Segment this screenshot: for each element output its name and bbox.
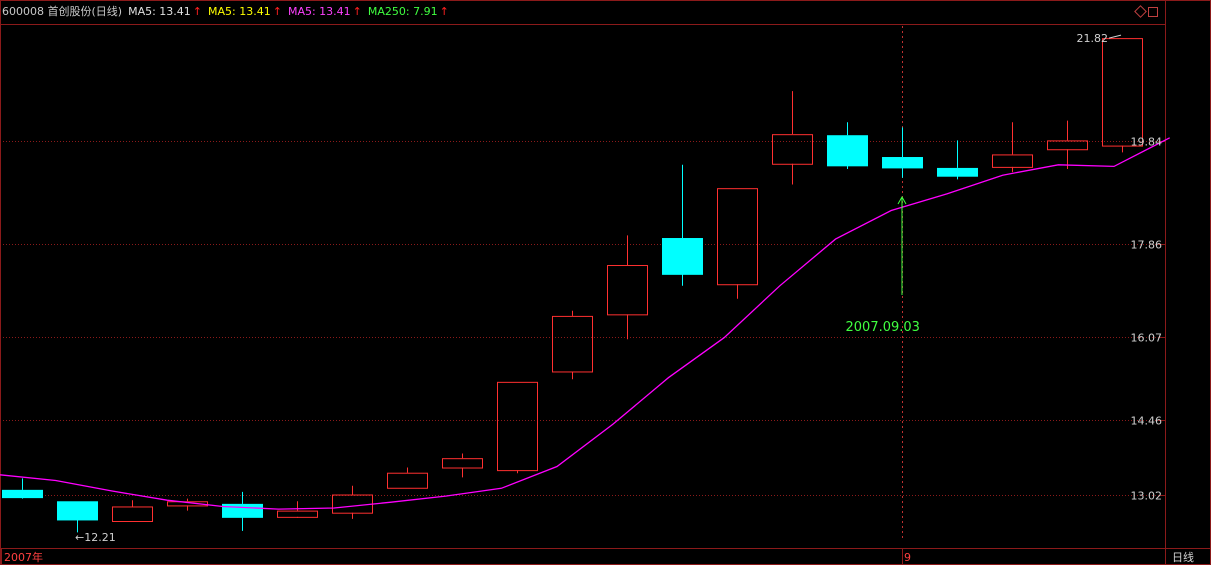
legend-ma2: MA5: 13.41: [208, 5, 271, 18]
candle-body: [772, 134, 813, 165]
max-pointer: [1108, 34, 1122, 39]
candle-body: [552, 315, 593, 373]
candle: [772, 91, 813, 185]
candle: [607, 235, 648, 340]
candle: [937, 140, 978, 180]
y-tick-label: 13.02: [1131, 490, 1163, 503]
candle-body: [1102, 38, 1143, 147]
candle: [442, 453, 483, 478]
arrow-up-icon: ↑: [192, 5, 203, 18]
candle: [1102, 38, 1143, 153]
candle-body: [662, 238, 703, 275]
candle: [2, 478, 43, 499]
ma5-line: [0, 137, 1170, 510]
candle-body: [112, 506, 153, 523]
candle: [57, 501, 98, 533]
candle-body: [1047, 140, 1088, 151]
date-label: 2007.09.03: [846, 320, 920, 335]
arrow-up-icon: ↑: [439, 5, 449, 18]
candle: [387, 467, 428, 489]
min-price-label: ←12.21: [75, 531, 116, 544]
candle: [222, 491, 263, 531]
legend-ma1: MA5: 13.41: [128, 5, 191, 18]
candle: [332, 485, 373, 519]
candle-body: [992, 154, 1033, 168]
restore-window-icon[interactable]: [1148, 7, 1158, 17]
candle-body: [387, 472, 428, 489]
candle-body: [2, 489, 43, 499]
period-label: 日线: [1172, 550, 1194, 564]
legend-ma4: MA250: 7.91: [367, 5, 438, 18]
candle-body: [827, 135, 868, 167]
max-price-label: 21.82: [1077, 32, 1109, 45]
candle: [112, 500, 153, 523]
candle-body: [882, 157, 923, 169]
candle: [662, 164, 703, 286]
y-tick-label: 17.86: [1131, 239, 1163, 252]
y-tick-label: 14.46: [1131, 415, 1163, 428]
candle-body: [607, 265, 648, 316]
candle-body: [937, 167, 978, 177]
arrow-up-icon: ↑: [272, 5, 282, 18]
legend: 600008 首创股份(日线) MA5: 13.41 ↑ MA5: 13.41 ↑ MA5…: [2, 5, 455, 19]
x-tick-label: 2007年: [4, 550, 43, 564]
legend-ma3: MA5: 13.41: [287, 5, 351, 18]
axes: 19.84 17.86 16.07 14.46 13.02 2007年 9 日线: [4, 136, 1194, 565]
candle-body: [442, 458, 483, 469]
arrow-up-icon: ↑: [352, 5, 362, 18]
x-tick-label: 9: [904, 551, 911, 564]
y-tick-label: 19.84: [1131, 136, 1163, 149]
candle: [992, 122, 1033, 173]
annotations: 21.82 ←12.21 2007.09.03: [75, 32, 1122, 544]
candle: [717, 188, 758, 299]
candle: [497, 381, 538, 474]
legend-symbol: 600008 首创股份(日线): [2, 5, 123, 18]
candle-body: [497, 381, 538, 472]
candle-body: [277, 510, 318, 518]
candle-body: [717, 188, 758, 286]
candle: [552, 310, 593, 380]
candle: [882, 127, 923, 178]
candle: [1047, 120, 1088, 169]
candles: [2, 38, 1143, 533]
y-tick-label: 16.07: [1131, 332, 1163, 345]
candle: [827, 122, 868, 169]
candle-body: [167, 501, 208, 507]
candle-body: [57, 501, 98, 521]
arrow-up-icon: [897, 195, 907, 205]
candle: [167, 498, 208, 511]
